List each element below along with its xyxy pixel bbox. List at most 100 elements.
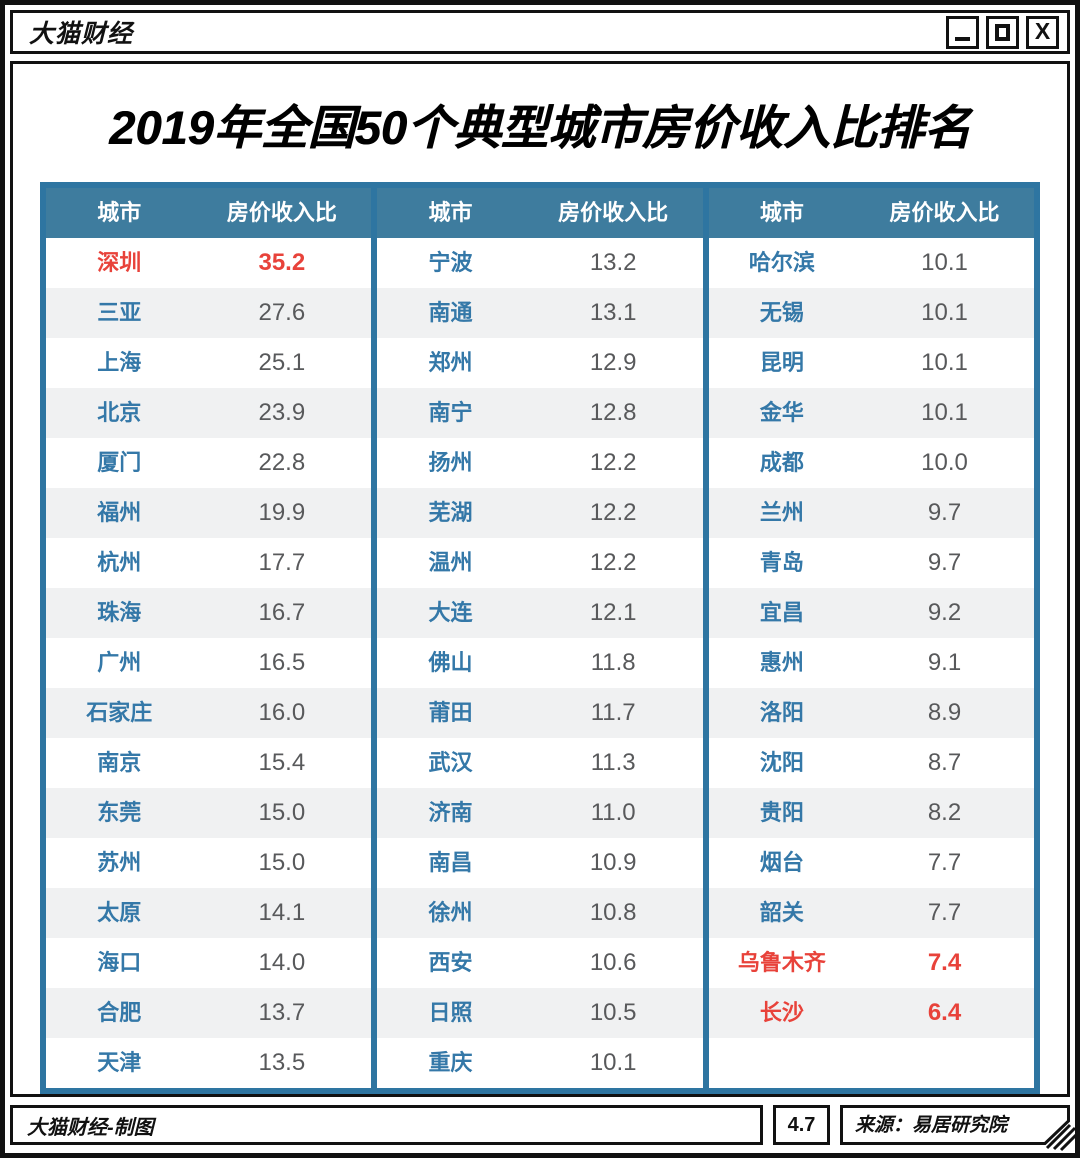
table-header-row: 城市 房价收入比 <box>377 188 703 238</box>
city-name: 宁波 <box>428 250 473 275</box>
ratio-value: 13.2 <box>589 249 637 276</box>
table-row: 成都 10.0 <box>709 438 1034 488</box>
ratio-value: 14.1 <box>258 899 306 926</box>
table-row: 温州 12.2 <box>377 538 702 588</box>
city-name: 温州 <box>428 550 473 575</box>
table-row: 石家庄 16.0 <box>46 688 372 738</box>
ratio-value: 8.2 <box>927 799 962 826</box>
city-name: 日照 <box>428 1000 473 1025</box>
window-controls: X <box>946 15 1059 49</box>
ratio-value: 17.7 <box>258 549 306 576</box>
ratio-value: 11.0 <box>590 799 636 826</box>
city-name: 珠海 <box>97 600 142 625</box>
city-name: 合肥 <box>97 1000 142 1025</box>
table-row: 郑州 12.9 <box>377 338 702 388</box>
table-row: 惠州 9.1 <box>709 638 1034 688</box>
table-row: 深圳 35.2 <box>46 238 371 288</box>
ratio-value: 7.4 <box>927 949 962 976</box>
table-row: 烟台 7.7 <box>709 838 1034 888</box>
table-row: 韶关 7.7 <box>708 888 1034 938</box>
ratio-value: 10.9 <box>589 849 637 876</box>
ratio-value: 10.1 <box>921 299 968 326</box>
ratio-value: 15.4 <box>258 749 306 776</box>
table-row: 广州 16.5 <box>46 638 371 688</box>
table-row: 洛阳 8.9 <box>708 688 1034 738</box>
table-row: 日照 10.5 <box>377 988 703 1038</box>
city-name: 上海 <box>97 350 142 375</box>
table-row: 海口 14.0 <box>46 938 371 988</box>
ratio-value: 7.7 <box>927 899 962 926</box>
page-title: 2019年全国50个典型城市房价收入比排名 <box>109 101 971 154</box>
table-row: 东莞 15.0 <box>46 788 372 838</box>
city-name: 东莞 <box>97 800 142 825</box>
table-row: 莆田 11.7 <box>377 688 703 738</box>
maximize-icon <box>995 23 1010 41</box>
city-name: 郑州 <box>428 350 473 375</box>
source-label: 来源：易居研究院 <box>855 1114 1008 1136</box>
table-group: 城市 房价收入比 深圳 35.2 三亚 27.6 上海 25.1 北京 23.9 厦门 22.8 福州 1… <box>46 188 372 1088</box>
ratio-value: 12.9 <box>589 349 637 376</box>
ratio-value: 22.8 <box>258 449 306 476</box>
table-row: 天津 13.5 <box>46 1038 371 1088</box>
footer-credit-box: 大猫财经-制图 <box>10 1105 763 1145</box>
table-row: 南通 13.1 <box>377 288 703 338</box>
table-row: 沈阳 8.7 <box>709 738 1034 788</box>
ratio-value: 12.2 <box>589 449 637 476</box>
header-ratio: 房价收入比 <box>889 200 1000 225</box>
table-header-row: 城市 房价收入比 <box>46 188 372 238</box>
ratio-value: 10.5 <box>589 999 637 1026</box>
table-group: 城市 房价收入比 宁波 13.2 南通 13.1 郑州 12.9 南宁 12.8 扬州 12.2 芜湖 1… <box>371 188 703 1088</box>
city-name: 无锡 <box>759 300 804 325</box>
table-row: 杭州 17.7 <box>46 538 371 588</box>
city-name: 福州 <box>97 500 142 525</box>
ratio-value: 10.6 <box>589 949 637 976</box>
table-row: 南京 15.4 <box>46 738 371 788</box>
table-row: 济南 11.0 <box>377 788 703 838</box>
city-name: 韶关 <box>759 900 804 925</box>
badge-label: 4.7 <box>787 1113 816 1136</box>
table-row: 宁波 13.2 <box>377 238 702 288</box>
table-row: 长沙 6.4 <box>708 988 1034 1038</box>
ratio-value: 11.3 <box>590 749 636 776</box>
table-row: 福州 19.9 <box>46 488 372 538</box>
city-name: 深圳 <box>97 250 142 275</box>
minimize-button[interactable] <box>946 15 979 49</box>
table-header-row: 城市 房价收入比 <box>708 188 1034 238</box>
city-name: 大连 <box>428 600 473 625</box>
ratio-value: 12.1 <box>589 599 637 626</box>
table-row: 苏州 15.0 <box>46 838 371 888</box>
ratio-value: 12.8 <box>589 399 637 426</box>
city-name: 西安 <box>428 950 473 975</box>
city-name: 沈阳 <box>759 750 804 775</box>
ratio-value: 14.0 <box>258 949 306 976</box>
table-row: 金华 10.1 <box>708 388 1034 438</box>
city-name: 佛山 <box>428 650 473 675</box>
footer-bar: 大猫财经-制图 4.7 来源：易居研究院 <box>10 1105 1080 1152</box>
ratio-value: 13.1 <box>589 299 637 326</box>
ratio-value: 19.9 <box>258 499 306 526</box>
table-row: 南昌 10.9 <box>377 838 702 888</box>
table-row: 珠海 16.7 <box>46 588 372 638</box>
credit-label: 大猫财经-制图 <box>27 1116 154 1139</box>
ratio-value: 16.7 <box>258 599 306 626</box>
table-row: 扬州 12.2 <box>377 438 702 488</box>
close-button[interactable]: X <box>1026 15 1059 49</box>
ranking-table: 城市 房价收入比 深圳 35.2 三亚 27.6 上海 25.1 北京 23.9 厦门 22.8 福州 1… <box>40 182 1040 1094</box>
city-name: 宜昌 <box>759 600 804 625</box>
city-name: 长沙 <box>759 1000 804 1025</box>
maximize-button[interactable] <box>986 15 1019 49</box>
ratio-value: 9.2 <box>927 599 962 626</box>
city-name: 南昌 <box>428 850 473 875</box>
ratio-value: 35.2 <box>258 249 306 276</box>
city-name: 北京 <box>97 400 142 425</box>
city-name: 乌鲁木齐 <box>737 950 826 975</box>
ratio-value: 8.9 <box>927 699 962 726</box>
resize-grip-icon <box>1045 1123 1080 1152</box>
app-title: 大猫财经 <box>29 20 134 48</box>
title-bar: 大猫财经 X <box>10 10 1070 54</box>
table-row: 武汉 11.3 <box>377 738 702 788</box>
header-ratio: 房价收入比 <box>558 200 669 225</box>
city-name: 哈尔滨 <box>748 250 815 275</box>
table-row: 乌鲁木齐 7.4 <box>709 938 1034 988</box>
